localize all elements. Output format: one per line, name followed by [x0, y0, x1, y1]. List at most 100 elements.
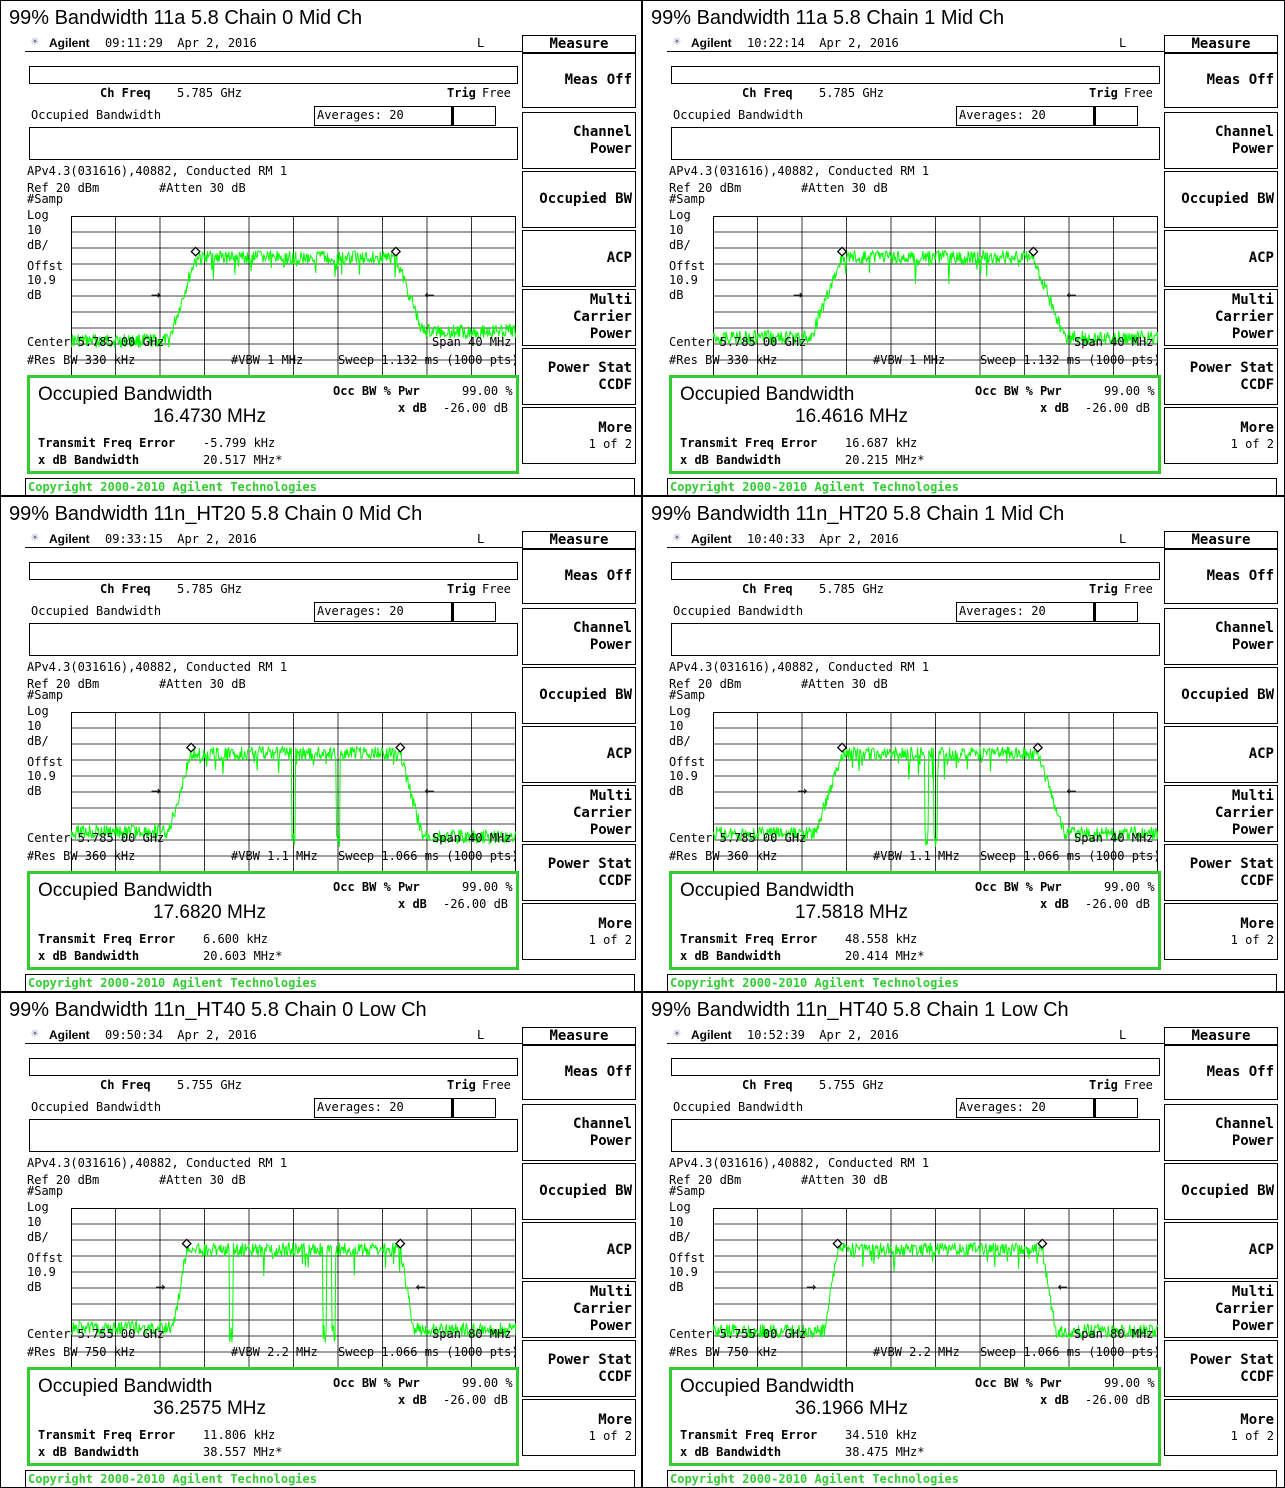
local-flag: L [477, 1028, 485, 1042]
softkey-power-stat[interactable]: Power Stat CCDF [1164, 1340, 1278, 1397]
spectrum-trace [71, 249, 516, 349]
bw-start-arrow-icon: → [797, 784, 807, 798]
brand-label: Agilent [691, 1028, 732, 1042]
tfe-label: Transmit Freq Error [38, 932, 176, 946]
softkey-power-stat[interactable]: Power Stat CCDF [522, 348, 636, 405]
spectrum-trace [71, 1241, 516, 1343]
softkey-channel-power[interactable]: Channel Power [522, 1104, 636, 1161]
softkey-acp[interactable]: ACP [522, 1222, 636, 1279]
softkey-multi-carrier[interactable]: Multi Carrier Power [1164, 785, 1278, 842]
softkey-power-stat[interactable]: Power Stat CCDF [522, 1340, 636, 1397]
spectrum-plot: → ← [71, 216, 516, 376]
softkey-header: Measure [522, 531, 636, 549]
tfe-value: 16.687 kHz [845, 436, 918, 450]
status-bar: ☀ Agilent 09:33:15 Apr 2, 2016 L [25, 531, 522, 548]
bw-end-arrow-icon: ← [425, 784, 435, 798]
occupied-bw-value: 17.6820 MHz [153, 902, 267, 923]
softkey-meas-off[interactable]: Meas Off [1164, 1045, 1278, 1100]
softkey-multi-carrier[interactable]: Multi Carrier Power [522, 289, 636, 346]
y-axis-label: #Samp [669, 1184, 706, 1198]
result-title: Occupied Bandwidth [680, 1376, 855, 1397]
softkey-label: Power Stat [547, 855, 632, 872]
message-box [29, 623, 518, 656]
softkey-channel-power[interactable]: Channel Power [522, 608, 636, 665]
softkey-occupied-bw[interactable]: Occupied BW [522, 667, 636, 724]
softkey-channel-power[interactable]: Channel Power [1164, 608, 1278, 665]
bw-end-arrow-icon: ← [1067, 784, 1077, 798]
softkey-meas-off[interactable]: Meas Off [1164, 549, 1278, 604]
softkey-more[interactable]: More 1 of 2 [522, 903, 636, 960]
vbw-label: #VBW 2.2 MHz [873, 1345, 960, 1359]
softkey-sublabel: CCDF [1240, 872, 1274, 889]
panel-title: 99% Bandwidth 11n_HT20 5.8 Chain 0 Mid C… [9, 503, 423, 525]
softkey-acp[interactable]: ACP [1164, 726, 1278, 783]
softkey-label: Meas Off [1206, 72, 1274, 88]
softkey-acp[interactable]: ACP [522, 230, 636, 287]
softkey-meas-off[interactable]: Meas Off [522, 53, 636, 108]
softkey-multi-carrier[interactable]: Multi Carrier Power [1164, 289, 1278, 346]
softkey-acp[interactable]: ACP [1164, 230, 1278, 287]
softkey-channel-power[interactable]: Channel Power [522, 112, 636, 169]
y-axis-label: dB [27, 288, 42, 302]
softkey-multi-carrier[interactable]: Multi Carrier Power [522, 1281, 636, 1338]
occupied-bw-value: 16.4616 MHz [795, 406, 909, 427]
softkey-label: Power Stat [547, 359, 632, 376]
spectrum-panel: 99% Bandwidth 11n_HT40 5.8 Chain 1 Low C… [642, 992, 1285, 1488]
ref-level: Ref 20 dBm [27, 677, 100, 691]
y-axis-label: 10 [27, 1215, 42, 1229]
softkey-more[interactable]: More 1 of 2 [1164, 903, 1278, 960]
softkey-power-stat[interactable]: Power Stat CCDF [1164, 348, 1278, 405]
tfe-label: Transmit Freq Error [680, 436, 818, 450]
softkey-meas-off[interactable]: Meas Off [1164, 53, 1278, 108]
softkey-occupied-bw[interactable]: Occupied BW [1164, 171, 1278, 228]
softkey-more[interactable]: More 1 of 2 [1164, 407, 1278, 464]
softkey-power-stat[interactable]: Power Stat CCDF [522, 844, 636, 901]
rbw-label: #Res BW 360 kHz [669, 849, 778, 863]
softkey-label: More [598, 420, 632, 436]
measurement-name: Occupied Bandwidth [673, 1100, 804, 1114]
softkey-occupied-bw[interactable]: Occupied BW [522, 1163, 636, 1220]
softkey-channel-power[interactable]: Channel Power [1164, 112, 1278, 169]
softkey-occupied-bw[interactable]: Occupied BW [522, 171, 636, 228]
trig-value: Free [1124, 86, 1153, 100]
result-title: Occupied Bandwidth [38, 1376, 213, 1397]
softkey-occupied-bw[interactable]: Occupied BW [1164, 1163, 1278, 1220]
spectrum-panel: 99% Bandwidth 11n_HT20 5.8 Chain 0 Mid C… [0, 496, 642, 992]
softkey-multi-carrier[interactable]: Multi Carrier Power [1164, 1281, 1278, 1338]
y-axis-label: dB [669, 1280, 684, 1294]
y-axis-label: dB/ [27, 238, 49, 252]
softkey-more[interactable]: More 1 of 2 [522, 407, 636, 464]
status-bar: ☀ Agilent 10:52:39 Apr 2, 2016 L [667, 1027, 1164, 1044]
marker-diamond [836, 246, 848, 257]
time-label: 10:40:33 [747, 532, 805, 546]
softkey-meas-off[interactable]: Meas Off [522, 1045, 636, 1100]
softkey-multi-carrier[interactable]: Multi Carrier Power [522, 785, 636, 842]
softkey-more[interactable]: More 1 of 2 [1164, 1399, 1278, 1456]
softkey-meas-off[interactable]: Meas Off [522, 549, 636, 604]
softkey-power-stat[interactable]: Power Stat CCDF [1164, 844, 1278, 901]
bw-start-arrow-icon: → [793, 288, 803, 302]
sweep-label: Sweep 1.066 ms (1000 pts) [980, 849, 1161, 863]
softkey-label: Multi Carrier [1214, 788, 1274, 821]
bw-start-arrow-icon: → [151, 288, 161, 302]
softkey-acp[interactable]: ACP [1164, 1222, 1278, 1279]
measurement-name: Occupied Bandwidth [31, 1100, 162, 1114]
y-axis-label: Offst [27, 259, 64, 273]
analyzer-screen: ☀ Agilent 09:33:15 Apr 2, 2016 L Ch Freq… [25, 531, 638, 992]
sweep-label: Sweep 1.132 ms (1000 pts) [338, 353, 519, 367]
softkey-label: Meas Off [564, 568, 632, 584]
softkey-acp[interactable]: ACP [522, 726, 636, 783]
status-bar: ☀ Agilent 09:11:29 Apr 2, 2016 L [25, 35, 522, 52]
averages-label: Averages: 20 [959, 108, 1046, 122]
y-axis-label: 10.9 [27, 769, 56, 783]
result-title: Occupied Bandwidth [38, 880, 213, 901]
softkey-more[interactable]: More 1 of 2 [522, 1399, 636, 1456]
softkey-channel-power[interactable]: Channel Power [1164, 1104, 1278, 1161]
averages-divider [1093, 603, 1096, 621]
softkey-occupied-bw[interactable]: Occupied BW [1164, 667, 1278, 724]
ch-freq-label: Ch Freq [742, 582, 793, 596]
xdb-bw-value: 20.414 MHz* [845, 949, 925, 963]
rbw-label: #Res BW 330 kHz [27, 353, 136, 367]
copyright-text: Copyright 2000-2010 Agilent Technologies [670, 480, 959, 494]
tfe-value: 34.510 kHz [845, 1428, 918, 1442]
